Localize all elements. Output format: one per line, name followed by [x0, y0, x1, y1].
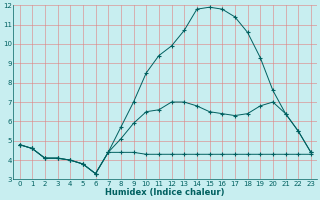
X-axis label: Humidex (Indice chaleur): Humidex (Indice chaleur) [106, 188, 225, 197]
